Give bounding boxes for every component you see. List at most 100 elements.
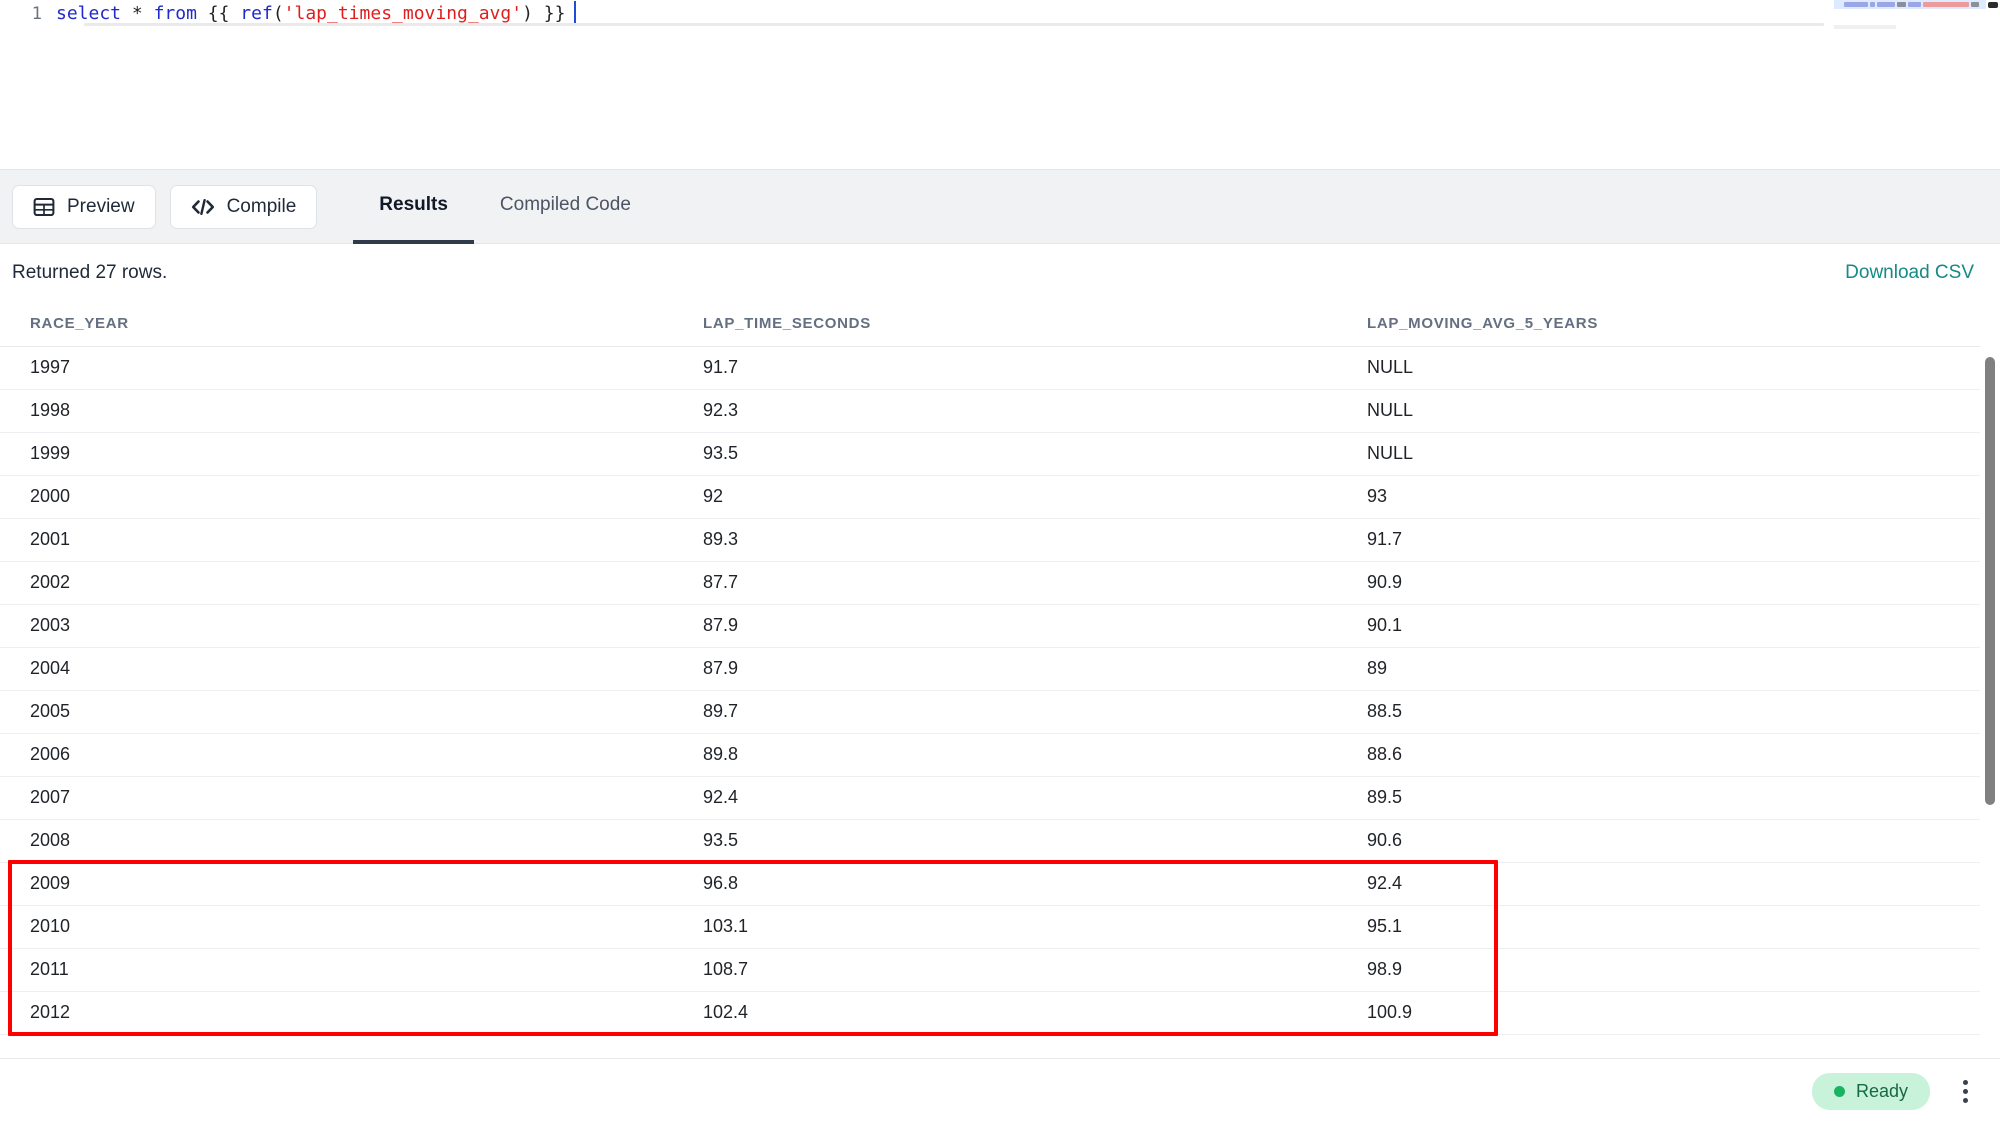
table-cell: 87.9 (700, 604, 1365, 648)
table-cell: 100.9 (1365, 991, 2000, 1035)
status-label: Ready (1855, 1081, 1908, 1101)
minimap-token (1870, 1, 1875, 7)
results-table-head: RACE_YEAR LAP_TIME_SECONDS LAP_MOVING_AV… (0, 302, 2000, 347)
tab-results[interactable]: Results (353, 170, 474, 244)
compile-button[interactable]: Compile (169, 184, 318, 229)
table-cell: 88.6 (1365, 733, 2000, 777)
results-table-body: 1997 91.7 NULL 1998 92.3 NULL 1999 93.5 NULL 2000… (0, 346, 2000, 1035)
minimap-token (1877, 1, 1895, 7)
minimap-code-row (1844, 1, 1979, 7)
table-grid-icon (33, 196, 55, 218)
sql-star-glyph: * (131, 3, 143, 24)
table-cell: 93 (1365, 475, 2000, 519)
sql-keyword-from: from (153, 3, 197, 24)
sql-keyword-select: select (56, 3, 122, 24)
table-cell: 91.7 (700, 346, 1365, 390)
table-cell: 2006 (0, 733, 700, 777)
compile-button-label: Compile (226, 195, 297, 217)
table-row[interactable]: 1999 93.5 NULL (0, 432, 2000, 476)
results-meta-bar: Returned 27 rows. Download CSV (0, 244, 2000, 302)
more-options-icon[interactable] (1952, 1077, 1978, 1107)
results-vertical-scrollbar[interactable] (1980, 302, 2000, 1058)
table-cell: 103.1 (700, 905, 1365, 949)
editor-scrollbar-thumb[interactable] (1988, 2, 1998, 8)
table-cell: 2000 (0, 475, 700, 519)
table-cell: 2008 (0, 819, 700, 863)
table-cell: 2002 (0, 561, 700, 605)
results-tabs: Results Compiled Code (353, 170, 657, 244)
results-table: RACE_YEAR LAP_TIME_SECONDS LAP_MOVING_AV… (0, 302, 2000, 1035)
table-row[interactable]: 2007 92.4 89.5 (0, 776, 2000, 820)
table-cell: 108.7 (700, 948, 1365, 992)
table-cell: 90.9 (1365, 561, 2000, 605)
jinja-brace-close: }} (543, 3, 566, 24)
table-row[interactable]: 2004 87.9 89 (0, 647, 2000, 691)
jinja-model-name: 'lap_times_moving_avg' (283, 3, 523, 24)
kebab-dot (1962, 1080, 1968, 1085)
preview-button[interactable]: Preview (12, 184, 156, 229)
minimap-token (1971, 1, 1979, 7)
code-content[interactable]: select * from {{ ref('lap_times_moving_a… (56, 1, 577, 27)
table-cell: 2011 (0, 948, 700, 992)
table-row[interactable]: 2003 87.9 90.1 (0, 604, 2000, 648)
table-row[interactable]: 2012 102.4 100.9 (0, 991, 2000, 1035)
sp1 (143, 3, 154, 24)
table-cell: 2004 (0, 647, 700, 691)
table-row[interactable]: 1998 92.3 NULL (0, 389, 2000, 433)
column-header-lap-moving-avg[interactable]: LAP_MOVING_AVG_5_YEARS (1365, 302, 2000, 347)
kebab-dot (1962, 1089, 1968, 1094)
jinja-brace-open: {{ (207, 3, 230, 24)
table-cell: 1998 (0, 389, 700, 433)
table-cell: 87.9 (700, 647, 1365, 691)
minimap-token (1897, 1, 1906, 7)
sp4 (533, 3, 544, 24)
tab-compiled-code[interactable]: Compiled Code (474, 170, 657, 244)
table-row[interactable]: 2001 89.3 91.7 (0, 518, 2000, 562)
editor-vertical-scrollbar[interactable] (1986, 0, 2000, 169)
editor-minimap[interactable] (1834, 0, 1986, 169)
table-cell: 91.7 (1365, 518, 2000, 562)
sql-editor[interactable]: 1 select * from {{ ref('lap_times_moving… (0, 0, 2000, 170)
sp3 (229, 3, 240, 24)
table-cell: 2007 (0, 776, 700, 820)
table-cell: 2003 (0, 604, 700, 648)
sql-star (121, 3, 132, 24)
table-cell: 90.6 (1365, 819, 2000, 863)
table-row[interactable]: 2009 96.8 92.4 (0, 862, 2000, 906)
status-badge[interactable]: Ready (1811, 1073, 1930, 1110)
table-cell: 89.5 (1365, 776, 2000, 820)
download-csv-link[interactable]: Download CSV (1845, 262, 1974, 283)
table-row[interactable]: 2010 103.1 95.1 (0, 905, 2000, 949)
minimap-token (1923, 1, 1969, 7)
table-cell: NULL (1365, 346, 2000, 390)
table-cell: 93.5 (700, 432, 1365, 476)
results-table-container: RACE_YEAR LAP_TIME_SECONDS LAP_MOVING_AV… (0, 302, 2000, 1058)
table-cell: NULL (1365, 389, 2000, 433)
table-cell: 87.7 (700, 561, 1365, 605)
table-row[interactable]: 2011 108.7 98.9 (0, 948, 2000, 992)
table-cell: 89 (1365, 647, 2000, 691)
table-cell: 90.1 (1365, 604, 2000, 648)
column-header-race-year[interactable]: RACE_YEAR (0, 302, 700, 347)
table-row[interactable]: 2000 92 93 (0, 475, 2000, 519)
table-row[interactable]: 2008 93.5 90.6 (0, 819, 2000, 863)
table-row[interactable]: 2005 89.7 88.5 (0, 690, 2000, 734)
table-cell: NULL (1365, 432, 2000, 476)
code-brackets-icon (191, 197, 215, 217)
results-scrollbar-thumb[interactable] (1985, 357, 1995, 805)
table-cell: 2012 (0, 991, 700, 1035)
line-number: 1 (31, 4, 42, 24)
tab-results-label: Results (379, 193, 448, 215)
editor-line-1[interactable]: 1 select * from {{ ref('lap_times_moving… (0, 0, 2000, 28)
table-row[interactable]: 1997 91.7 NULL (0, 346, 2000, 390)
table-row[interactable]: 2002 87.7 90.9 (0, 561, 2000, 605)
jinja-ref-fn: ref (240, 3, 273, 24)
preview-button-label: Preview (67, 195, 135, 217)
table-row[interactable]: 2006 89.8 88.6 (0, 733, 2000, 777)
tab-compiled-code-label: Compiled Code (499, 193, 631, 215)
paren-close: ) (522, 3, 533, 24)
editor-horizontal-scrollbar[interactable] (84, 23, 1824, 26)
column-header-lap-time-seconds[interactable]: LAP_TIME_SECONDS (700, 302, 1365, 347)
minimap-ghost-row (1834, 25, 1896, 29)
table-cell: 93.5 (700, 819, 1365, 863)
